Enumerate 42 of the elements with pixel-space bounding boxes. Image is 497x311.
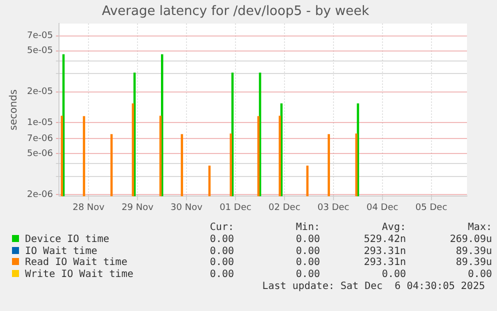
text: 0.00 xyxy=(294,257,320,269)
chart-title: Average latency for /dev/loop5 - by week xyxy=(102,4,370,20)
x-tick-label: 02 Dec xyxy=(268,202,300,213)
y-tick-label: 2e-05 xyxy=(26,87,53,98)
y-tick-label: 1e-05 xyxy=(26,118,53,128)
text: 0.00 xyxy=(208,257,234,269)
legend-label: Read IO Wait time xyxy=(24,257,128,269)
y-tick-label: 7e-06 xyxy=(26,134,54,144)
x-tick-label: 30 Nov xyxy=(170,202,204,213)
text: 0.00 xyxy=(294,268,320,280)
y-tick-label: 5e-06 xyxy=(26,149,54,160)
text: 269.09u xyxy=(448,234,492,246)
text: 89.39u xyxy=(454,245,492,258)
y-tick-label: 2e-06 xyxy=(26,190,54,200)
text: 0.00 xyxy=(466,268,492,280)
text: 0.00 xyxy=(294,245,320,258)
text: Max: xyxy=(466,222,492,234)
text: Avg: xyxy=(380,222,406,234)
text: 529.42n xyxy=(362,234,406,246)
text: 293.31n xyxy=(362,245,406,258)
x-tick-label: 28 Nov xyxy=(72,202,106,213)
text: Min: xyxy=(294,222,320,234)
legend-label: Device IO time xyxy=(24,234,110,246)
text: Cur: xyxy=(208,222,234,234)
x-tick-label: 29 Nov xyxy=(122,202,154,213)
x-tick-label: 03 Dec xyxy=(318,202,350,213)
x-tick-label: 04 Dec xyxy=(366,202,398,213)
text: Last update: Sat Dec 6 04:30:05 2025 xyxy=(262,281,485,292)
legend-label: Write IO Wait time xyxy=(24,268,134,280)
legend-label: IO Wait time xyxy=(24,245,98,257)
text: 0.00 xyxy=(208,268,234,280)
text: 0.00 xyxy=(294,234,320,246)
text: 293.31n xyxy=(362,257,406,269)
y-tick-label: 5e-05 xyxy=(26,46,53,56)
text: 0.00 xyxy=(208,245,234,258)
text: 0.00 xyxy=(380,268,406,280)
x-tick-label: 05 Dec xyxy=(415,202,448,213)
y-axis-title: seconds xyxy=(8,89,20,130)
x-tick-label: 01 Dec xyxy=(220,202,252,213)
text: 89.39u xyxy=(454,257,492,269)
text: 0.00 xyxy=(208,234,234,246)
y-tick-label: 7e-05 xyxy=(26,31,53,42)
